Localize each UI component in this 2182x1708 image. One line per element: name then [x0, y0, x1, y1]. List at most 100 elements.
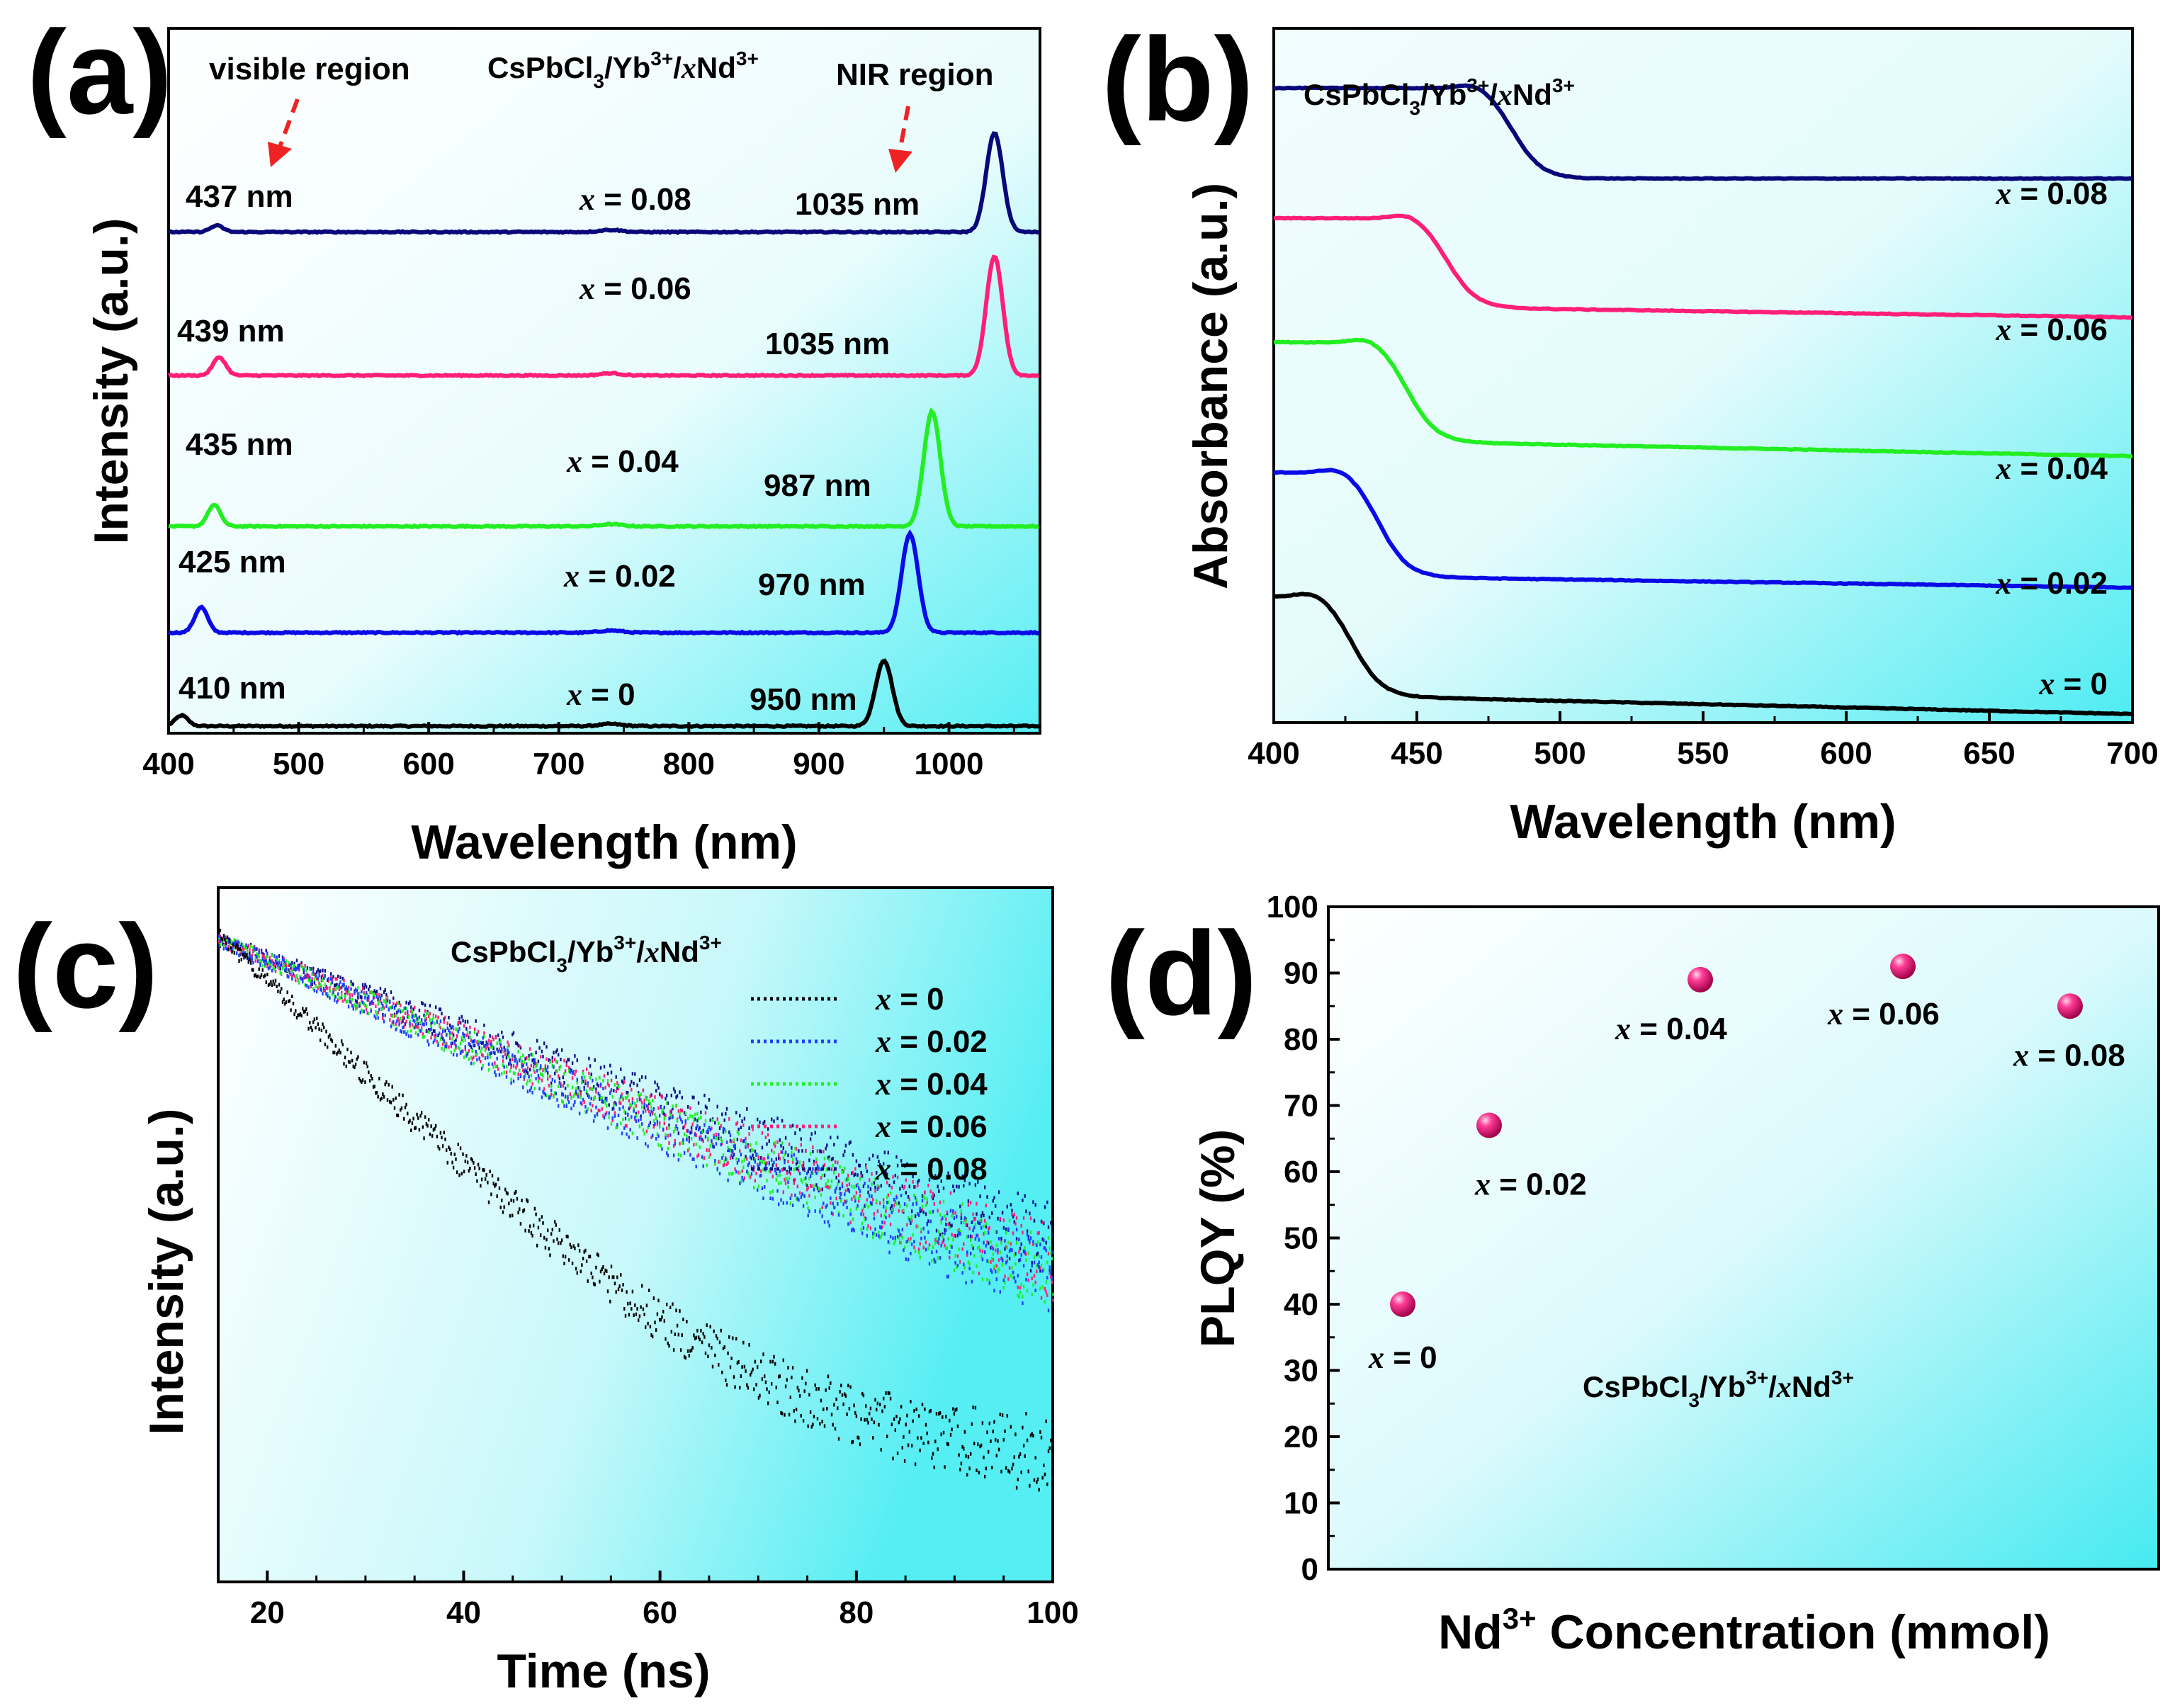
panel-d-ytick-label: 80: [1284, 1022, 1318, 1057]
compound-label-a: CsPbCl3/Yb3+/xNd3+: [487, 47, 759, 92]
panel-a-peak-labels: 410 nm 950 nm x = 0 425 nm 970 nm x = 0.02 435…: [177, 179, 920, 717]
svg-text:CsPbCl3/Yb3+/xNd3+: CsPbCl3/Yb3+/xNd3+: [487, 47, 759, 92]
panel-a: 400 500 600 700 800 900 1000 (a) Wavelength (n…: [27, 6, 1041, 869]
panel-c-letter: (c): [13, 900, 158, 1033]
panel-d-point-label: x = 0: [1368, 1340, 1437, 1375]
compound-label-b: CsPbCl3/Yb3+/xNd3+: [1304, 74, 1575, 119]
panel-c-xlabel: Time (ns): [497, 1644, 710, 1698]
panel-b-ticks: 400 450 500 550 600 650 700: [1248, 711, 2159, 771]
panel-b-xtick-label: 450: [1391, 736, 1442, 771]
panel-a-xtick-label: 1000: [915, 747, 984, 781]
arrow-nir: [888, 106, 912, 173]
panel-a-plot-area: [167, 27, 1041, 735]
panel-c-legend-label: x = 0: [875, 982, 944, 1017]
panel-b-plot-area: [1272, 27, 2134, 724]
panel-d-xlabel: Nd3+ Concentration (mmol): [1438, 1602, 2050, 1659]
panel-a-ylabel: Intensity (a.u.): [84, 218, 138, 545]
panel-d-point: [1390, 1291, 1415, 1317]
panel-d-point-label: x = 0.08: [2013, 1038, 2125, 1073]
panel-a-nir-peak-label: 950 nm: [750, 682, 857, 717]
annotation-visible-region: visible region: [209, 52, 410, 86]
panel-b-ylabel: Absorbance (a.u.): [1184, 183, 1238, 589]
panel-a-xtick-label: 800: [663, 747, 715, 781]
panel-d-ytick-label: 90: [1284, 956, 1318, 991]
panel-c-series-3: [218, 934, 1054, 1302]
panel-a-nir-peak-label: 970 nm: [758, 567, 866, 602]
panel-c-series-0: [218, 929, 1054, 1492]
panel-b-series-label: x = 0.06: [1995, 312, 2108, 347]
panel-a-xtick-label: 500: [273, 747, 324, 781]
panel-b-xtick-label: 400: [1248, 736, 1299, 771]
annotation-nir-region: NIR region: [836, 57, 993, 92]
panel-c-xtick-label: 40: [446, 1595, 481, 1630]
panel-d-point: [1476, 1112, 1502, 1138]
svg-text:Nd3+ Concentration (mmol): Nd3+ Concentration (mmol): [1438, 1602, 2050, 1659]
panel-a-xtick-label: 400: [142, 747, 194, 781]
panel-a-letter: (a): [27, 6, 172, 139]
panel-b-series-2: [1273, 337, 2133, 459]
panel-a-visible-peak-label: 439 nm: [177, 314, 285, 349]
panel-d-point: [2057, 993, 2083, 1019]
panel-a-series-label: x = 0.08: [579, 182, 691, 217]
arrow-visible: [268, 98, 300, 167]
panel-b-xtick-label: 650: [1963, 736, 2015, 771]
panel-d-ytick-label: 60: [1284, 1155, 1318, 1189]
svg-text:CsPbCl3/Yb3+/xNd3+: CsPbCl3/Yb3+/xNd3+: [1583, 1367, 1854, 1411]
panel-a-visible-peak-label: 435 nm: [186, 427, 293, 462]
panel-d-point-label: x = 0.06: [1827, 997, 1940, 1031]
panel-d-point-label: x = 0.02: [1474, 1167, 1587, 1202]
panel-a-visible-peak-label: 425 nm: [179, 545, 286, 579]
panel-b-series-0: [1273, 592, 2133, 717]
panel-c-legend-label: x = 0.04: [875, 1067, 988, 1102]
panel-a-series-0: [168, 658, 1039, 730]
panel-a-series-label: x = 0.04: [566, 444, 679, 479]
panel-a-xtick-label: 900: [793, 747, 844, 781]
panel-c-legend-label: x = 0.08: [875, 1152, 988, 1187]
panel-a-xlabel: Wavelength (nm): [411, 815, 797, 869]
panel-c: 20 40 60 80 100 (c) Time (ns) Intensity (a.u…: [13, 886, 1079, 1698]
panel-b-letter: (b): [1102, 13, 1254, 146]
panel-a-series-1: [167, 529, 1039, 636]
panel-a-xtick-label: 600: [402, 747, 454, 781]
panel-d-ytick-label: 50: [1284, 1221, 1318, 1256]
panel-b-series-labels: x = 0 x = 0.02 x = 0.04 x = 0.06 x = 0.08: [1995, 176, 2108, 701]
panel-c-curves: [218, 929, 1054, 1492]
panel-b-xtick-label: 550: [1677, 736, 1729, 771]
panel-c-xtick-label: 60: [643, 1595, 677, 1630]
panel-b-series-label: x = 0.08: [1995, 176, 2108, 211]
panel-d-ytick-label: 40: [1284, 1287, 1318, 1322]
panel-d-points: x = 0 x = 0.02 x = 0.04 x = 0.06 x = 0.08: [1368, 954, 2125, 1375]
panel-c-xtick-label: 20: [250, 1595, 285, 1630]
panel-a-series-label: x = 0.06: [579, 271, 691, 306]
panel-d-ytick-label: 20: [1284, 1420, 1318, 1454]
svg-text:CsPbCl3/Yb3+/xNd3+: CsPbCl3/Yb3+/xNd3+: [1304, 74, 1575, 119]
panel-c-legend: x = 0 x = 0.02 x = 0.04 x = 0.06 x = 0.08: [751, 982, 988, 1187]
panel-c-xtick-label: 80: [839, 1595, 874, 1630]
panel-b-series-label: x = 0.04: [1995, 451, 2108, 486]
panel-d-ytick-label: 100: [1267, 890, 1318, 924]
panel-d-ticks: 0 10 20 30 40 50 60 70 80 90 100: [1267, 890, 1340, 1587]
panel-a-nir-peak-label: 1035 nm: [765, 327, 890, 361]
panel-d-point: [1890, 954, 1916, 980]
panel-d-plot-area: [1327, 905, 2160, 1571]
panel-b-curves: [1273, 83, 2133, 717]
panel-d-letter: (d): [1105, 907, 1257, 1040]
panel-d-point: [1688, 966, 1713, 992]
panel-a-series-4: [169, 131, 1039, 235]
panel-b-series-label: x = 0: [2038, 667, 2108, 701]
panel-c-ticks: 20 40 60 80 100: [217, 1571, 1079, 1630]
panel-b-series-1: [1273, 468, 2133, 590]
panel-a-nir-peak-label: 987 nm: [764, 468, 871, 503]
svg-text:CsPbCl3/Yb3+/xNd3+: CsPbCl3/Yb3+/xNd3+: [451, 932, 722, 976]
panel-a-visible-peak-label: 437 nm: [186, 179, 293, 214]
panel-c-legend-label: x = 0.06: [875, 1109, 988, 1144]
compound-label-d: CsPbCl3/Yb3+/xNd3+: [1583, 1367, 1854, 1411]
panel-a-series-label: x = 0: [566, 677, 635, 712]
panel-d-ylabel: PLQY (%): [1191, 1129, 1245, 1348]
panel-a-series-label: x = 0.02: [563, 559, 676, 594]
compound-label-c: CsPbCl3/Yb3+/xNd3+: [451, 932, 722, 976]
panel-d-ytick-label: 0: [1301, 1552, 1318, 1587]
panel-a-visible-peak-label: 410 nm: [179, 671, 286, 706]
panel-d-ytick-label: 30: [1284, 1354, 1318, 1389]
